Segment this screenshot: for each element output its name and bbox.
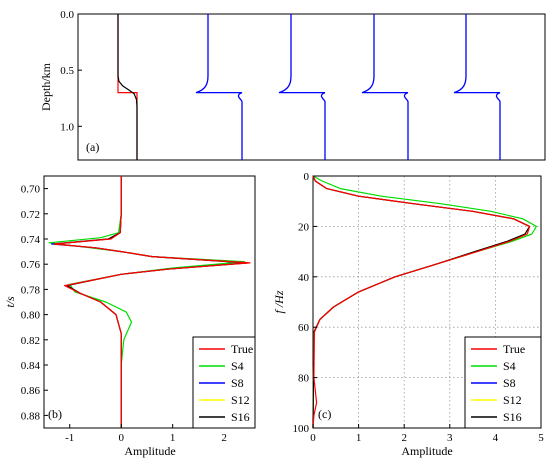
panel-a-ytick-label: 0.5 [60,65,74,77]
panel-c-ytick-label: 40 [298,272,310,284]
panel-b-xlabel: Amplitude [124,444,175,458]
panel-b-ytick-label: 0.74 [21,234,41,246]
panel-b-ylabel: t/s [3,296,17,308]
panel-c-xtick-label: 4 [493,432,499,444]
panel-c-xtick-label: 3 [447,432,453,444]
panel-c-label: (c) [318,407,331,421]
panel-b-xtick-label: 1 [170,432,176,444]
panel-c-frame [312,175,542,429]
panel-b-legend-label: S4 [231,359,244,373]
panel-c-ytick-label: 60 [298,322,310,334]
panel-b-ytick-label: 0.72 [21,209,40,221]
panel-b-frame [43,175,256,429]
panel-b-legend-label: S16 [231,410,250,424]
panel-c-legend-label: S16 [503,410,522,424]
panel-b-series-true [53,176,251,428]
panel-b-ytick-label: 0.78 [21,284,41,296]
panel-a-ytick-label: 1.0 [60,121,74,133]
panel-b-ytick-label: 0.88 [21,410,41,422]
panel-b-legend: True S4 S8 S12 S16 [192,336,256,429]
panel-b-ytick-label: 0.70 [21,184,41,196]
panel-a-frame [77,13,546,161]
panel-c-ylabel: f /Hz [272,290,286,313]
panel-a-ytick-label: 0.0 [60,9,74,21]
panel-b-xtick-label: -1 [65,432,74,444]
panel-c-legend-label: S4 [503,359,516,373]
panel-c-ytick-label: 20 [298,221,310,233]
panel-b-ytick-label: 0.82 [21,335,40,347]
panel-b-time-wavelets: -1 0 1 2 0.70 0.72 0.74 0.76 0.78 0.80 0.82 0.84 0.… [3,175,256,458]
panel-b-legend-label: S8 [231,376,244,390]
panel-a-profile-true [117,14,138,160]
panel-c-series-true [312,175,531,429]
panel-c-legend-label: S12 [503,393,522,407]
panel-b-xtick-label: 0 [118,432,124,444]
panel-a-wavelet-4 [453,14,501,160]
panel-c-xtick-label: 5 [538,432,544,444]
panel-c-xtick-label: 2 [401,432,407,444]
panel-c-ytick-label: 0 [304,171,310,183]
panel-a-wavelet-3 [361,14,409,160]
panel-c-xtick-label: 1 [356,432,362,444]
panel-b-ytick-label: 0.76 [21,259,41,271]
panel-a-ylabel: Depth/km [39,62,53,111]
panel-b-ytick-label: 0.86 [21,385,41,397]
panel-c-xlabel: Amplitude [401,444,452,458]
panel-a-depth-profiles: 0.0 0.5 1.0 (a) Depth/km [39,9,546,161]
panel-a-profile-estimate [117,14,138,160]
panel-a-wavelet-1 [195,14,243,160]
panel-c-xtick-label: 0 [310,432,316,444]
panel-b-legend-label: S12 [231,393,250,407]
panel-b-ytick-label: 0.84 [21,360,41,372]
panel-c-legend: True S4 S8 S12 S16 [464,336,542,429]
panel-b-xtick-label: 2 [221,432,227,444]
panel-b-label: (b) [48,407,62,421]
panel-c-ytick-label: 100 [293,423,310,435]
panel-c-legend-label: S8 [503,376,516,390]
panel-c-legend-label: True [503,342,525,356]
panel-b-ytick-label: 0.80 [21,310,41,322]
panel-a-wavelet-2 [278,14,326,160]
panel-b-legend-label: True [231,342,253,356]
panel-c-ytick-label: 80 [298,373,310,385]
panel-a-label: (a) [86,140,99,154]
